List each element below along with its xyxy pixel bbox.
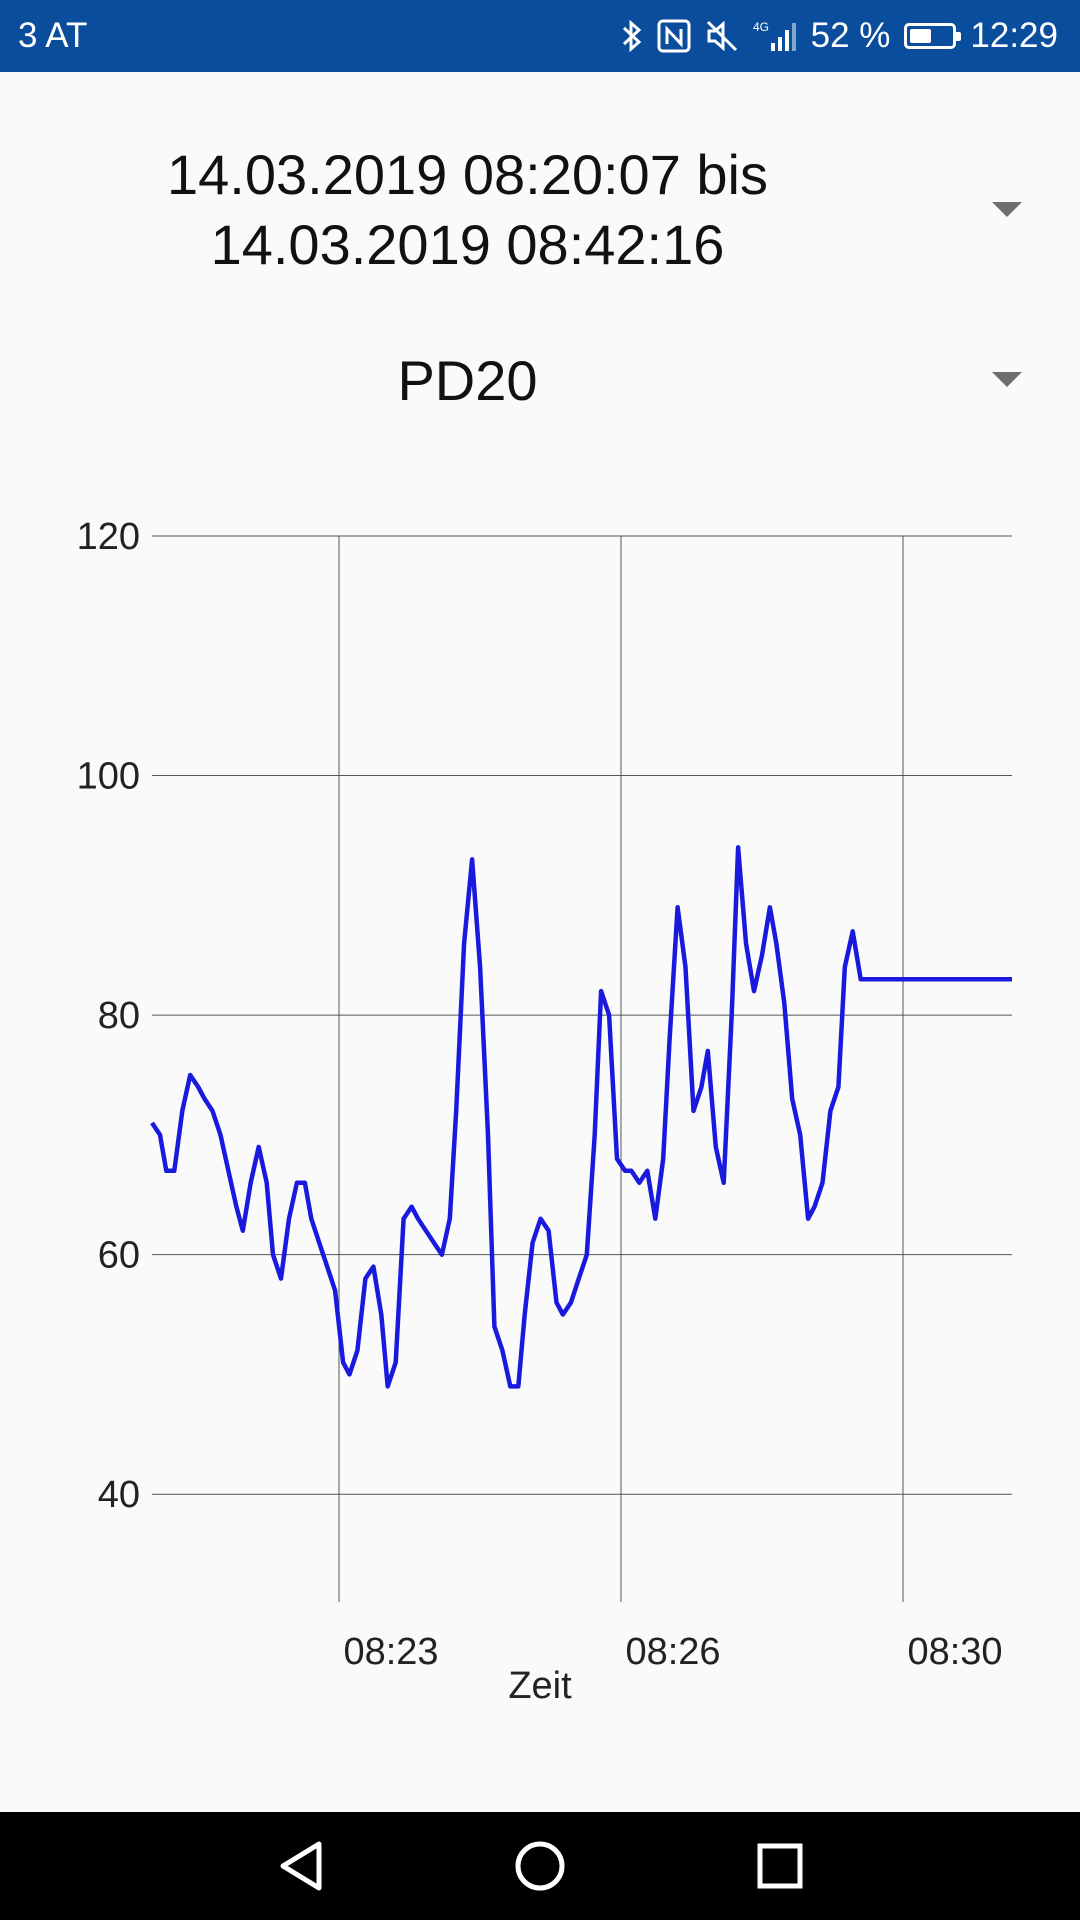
sensor-dropdown[interactable]: PD20	[0, 346, 1080, 416]
chevron-down-icon	[992, 372, 1022, 387]
time-range-end: 14.03.2019 08:42:16	[210, 213, 725, 276]
x-axis-title: Zeit	[508, 1665, 572, 1700]
time-range-start: 14.03.2019 08:20:07 bis	[167, 143, 768, 206]
svg-text:4G: 4G	[753, 20, 769, 34]
back-icon	[280, 1841, 322, 1891]
signal-4g-icon: 4G	[753, 19, 797, 53]
status-bar: 3 AT 4G 52 % 12:29	[0, 0, 1080, 72]
y-tick-label: 40	[98, 1474, 140, 1516]
back-button[interactable]	[270, 1836, 330, 1896]
battery-percent: 52 %	[810, 16, 891, 55]
carrier-label: 3 AT	[18, 16, 88, 55]
nfc-icon	[657, 19, 691, 53]
series-line	[150, 845, 1012, 1389]
x-tick-label: 08:26	[625, 1631, 720, 1673]
y-tick-label: 80	[98, 995, 140, 1037]
x-tick-label: 08:30	[907, 1631, 1002, 1673]
mute-icon	[705, 19, 739, 53]
home-button[interactable]	[510, 1836, 570, 1896]
home-icon	[515, 1841, 565, 1891]
time-range-selected: 14.03.2019 08:20:07 bis 14.03.2019 08:42…	[0, 140, 935, 280]
clock: 12:29	[970, 16, 1058, 55]
recents-icon	[757, 1843, 803, 1889]
navigation-bar	[0, 1812, 1080, 1920]
recents-button[interactable]	[750, 1836, 810, 1896]
x-tick-label: 08:23	[343, 1631, 438, 1673]
status-icons: 4G 52 % 12:29	[621, 0, 1058, 72]
battery-level-fill	[910, 29, 932, 43]
y-tick-label: 120	[77, 516, 140, 558]
battery-icon	[904, 23, 962, 49]
y-tick-label: 100	[77, 756, 140, 798]
y-tick-label: 60	[98, 1235, 140, 1277]
sensor-selected: PD20	[397, 349, 538, 412]
time-range-dropdown[interactable]: 14.03.2019 08:20:07 bis 14.03.2019 08:42…	[0, 140, 1080, 290]
bluetooth-icon	[621, 18, 643, 54]
chevron-down-icon	[992, 202, 1022, 217]
line-chart[interactable]: 40 60 80 100 120 08:23 08:26 08:30 Zeit	[0, 500, 1080, 1700]
